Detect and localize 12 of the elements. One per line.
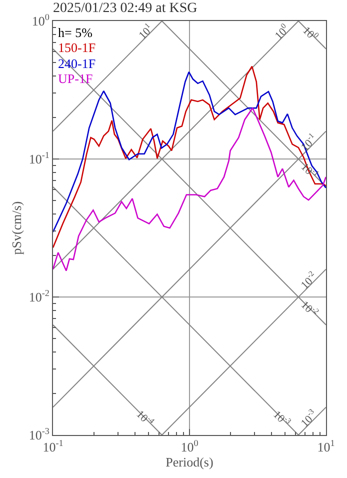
y-tick-label: 10$^{-1}$ xyxy=(28,150,50,167)
x-tick-label: 10$^{1}$ xyxy=(317,438,335,455)
series-label: 240-1F xyxy=(58,56,96,71)
text: UP-1F xyxy=(58,71,93,86)
text: 150-1F xyxy=(58,40,96,55)
y-axis-title: pSv(cm/s) xyxy=(8,201,24,255)
chart-title: 2025/01/23 02:49 at KSG xyxy=(53,1,198,16)
x-tick-label: 10$^{0}$ xyxy=(180,438,199,455)
y-tick-label: 10$^{-2}$ xyxy=(28,288,50,305)
legend-title: h= 5% xyxy=(58,25,93,40)
y-tick-label: 10$^{0}$ xyxy=(32,12,50,29)
x-axis-title: Period(s) xyxy=(166,454,214,470)
